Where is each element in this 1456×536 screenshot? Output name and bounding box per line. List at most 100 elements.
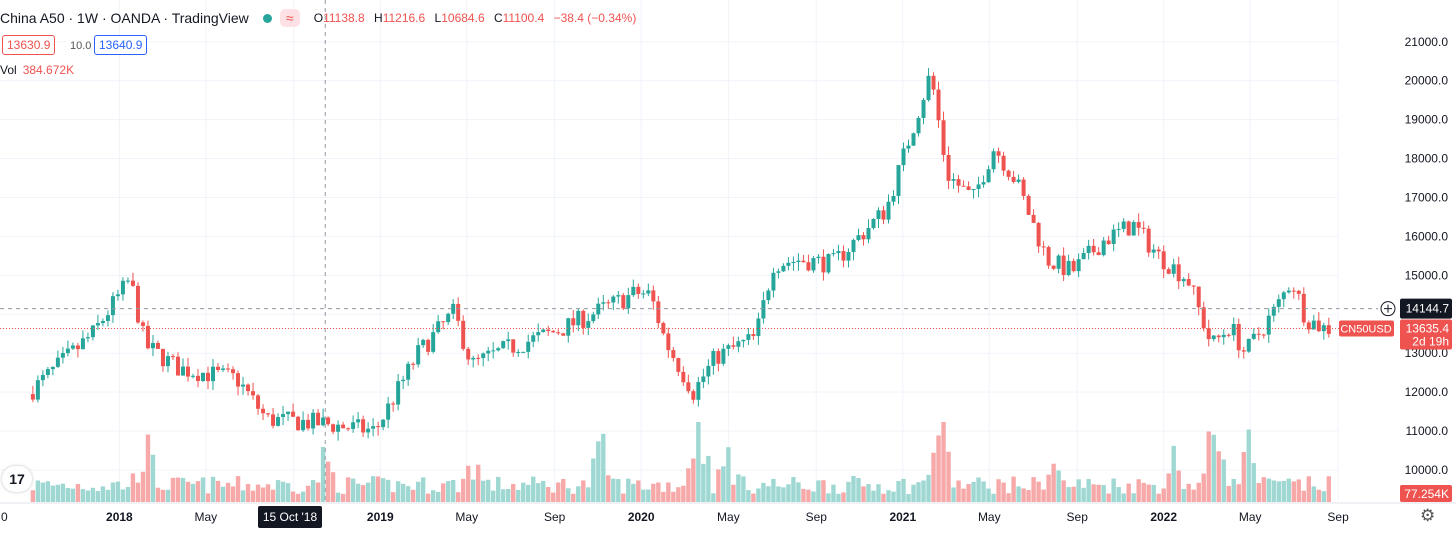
volume-bar [696, 422, 701, 502]
candle-body [165, 356, 170, 367]
candle [571, 310, 576, 333]
volume-bar [916, 482, 921, 502]
volume-bar [936, 435, 941, 502]
candle [95, 314, 100, 331]
volume-value: 384.672K [22, 63, 75, 77]
volume-bar [230, 486, 236, 502]
volume-bar [190, 483, 196, 502]
candle [336, 420, 341, 441]
candle-body [936, 89, 941, 121]
candle-body [1316, 320, 1321, 332]
candle [180, 358, 185, 376]
volume-bar [1006, 493, 1011, 502]
x-tick-label: Sep [544, 510, 566, 524]
candle [681, 366, 686, 386]
buy-button[interactable]: 13640.9 [94, 35, 148, 55]
candle [556, 329, 561, 336]
candle-body [90, 325, 95, 338]
volume-bar [130, 473, 136, 502]
volume-bar [851, 476, 856, 502]
candle-body [1096, 252, 1101, 256]
candle-body [481, 353, 486, 359]
volume-bar [1221, 459, 1226, 502]
candle [786, 257, 791, 271]
volume-bar [1046, 474, 1051, 502]
volume-bar [646, 489, 651, 502]
volume-bar [170, 477, 176, 502]
crosshair-price-label: 14144.7 [1406, 302, 1450, 316]
volume-bar [310, 480, 316, 502]
candle-body [671, 350, 676, 359]
volume-bar [445, 481, 451, 502]
candle [361, 415, 366, 437]
candle-body [286, 411, 291, 415]
candle-body [140, 322, 145, 326]
candle [856, 228, 861, 242]
candle [1326, 317, 1331, 338]
candle [671, 346, 676, 362]
volume-bar [591, 458, 596, 502]
candle [1006, 169, 1011, 181]
x-tick-label: 2019 [367, 510, 394, 524]
candle [1086, 239, 1091, 260]
sell-button[interactable]: 13630.9 [2, 35, 56, 55]
x-tick-label: Sep [806, 510, 828, 524]
candle-body [461, 320, 466, 349]
volume-bar [150, 454, 156, 502]
candle [150, 335, 155, 357]
candle [941, 111, 946, 162]
time-axis[interactable]: 2018 May Sep 2019 May Sep 2020 May Sep 2021 May Sep… [0, 502, 1456, 528]
candle [731, 336, 736, 350]
candle [296, 415, 301, 431]
candle [1296, 289, 1301, 300]
volume-bar [75, 483, 81, 502]
volume-bar [40, 482, 46, 502]
volume-bar [110, 482, 116, 502]
candle-body [1261, 334, 1266, 336]
delayed-data-icon[interactable]: ≈ [279, 9, 300, 27]
candle-body [596, 303, 601, 315]
volume-bar [891, 491, 896, 502]
candle [606, 299, 611, 309]
candle-body [841, 251, 846, 261]
candle [165, 351, 170, 373]
candle [646, 283, 651, 297]
volume-bar [711, 493, 716, 502]
last-price-label: 13635.4 [1406, 321, 1450, 335]
candle-body [226, 368, 231, 370]
candle [135, 282, 140, 324]
candle [251, 382, 256, 400]
symbol-tag-box [1339, 320, 1394, 337]
candle-body [120, 280, 125, 295]
candle-body [351, 422, 356, 429]
candle [776, 268, 781, 279]
volume-bar [235, 476, 241, 502]
volume-bar [661, 491, 666, 502]
candle [551, 329, 556, 333]
volume-bar [596, 441, 601, 502]
volume-bar [501, 489, 506, 502]
volume-bar [671, 491, 676, 502]
candle-body [170, 356, 175, 358]
candle [796, 253, 801, 271]
candle-body [811, 258, 816, 271]
candle-body [721, 348, 726, 364]
candle-body [160, 348, 165, 367]
candle-body [376, 426, 381, 428]
candle-body [1171, 264, 1176, 274]
candle-body [751, 334, 756, 337]
symbol-title[interactable]: China A50 · 1W · OANDA · TradingView [0, 10, 249, 26]
candle-body [1236, 324, 1241, 351]
volume-bar [496, 476, 501, 502]
gear-icon[interactable]: ⚙ [1420, 506, 1436, 525]
candle-body [241, 384, 246, 387]
volume-bar [1281, 480, 1286, 502]
volume-bar [370, 476, 376, 502]
candle [811, 256, 816, 273]
tradingview-logo-icon[interactable]: 17 [2, 466, 32, 492]
candle [226, 363, 231, 373]
volume-bar [896, 481, 901, 502]
candle-body [546, 329, 551, 331]
price-axis[interactable]: 10000.011000.012000.013000.014000.015000… [1339, 0, 1452, 503]
